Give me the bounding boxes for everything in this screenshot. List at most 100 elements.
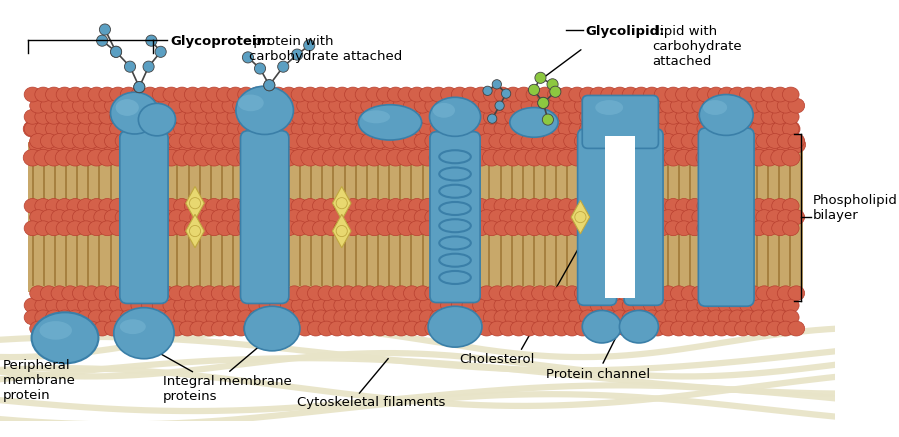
Ellipse shape [430,121,447,136]
Ellipse shape [99,298,116,313]
Circle shape [542,114,554,125]
Ellipse shape [589,149,608,166]
Ellipse shape [285,136,304,153]
Ellipse shape [142,87,158,102]
Ellipse shape [729,221,745,236]
Ellipse shape [30,98,47,113]
Ellipse shape [574,136,592,153]
Ellipse shape [120,198,137,213]
Ellipse shape [558,87,574,102]
Circle shape [529,84,539,95]
Ellipse shape [729,109,745,124]
Ellipse shape [46,310,62,325]
Circle shape [190,225,200,236]
Ellipse shape [167,136,186,153]
Ellipse shape [778,286,794,301]
Ellipse shape [350,286,367,301]
Ellipse shape [579,121,597,137]
Ellipse shape [622,121,639,136]
Ellipse shape [275,286,292,301]
Ellipse shape [244,321,260,336]
Ellipse shape [264,134,281,149]
Ellipse shape [99,198,116,213]
Ellipse shape [409,221,425,236]
Ellipse shape [751,198,767,213]
Ellipse shape [462,121,478,136]
Ellipse shape [217,87,233,102]
Ellipse shape [200,286,218,301]
Ellipse shape [152,298,169,313]
Ellipse shape [302,310,318,325]
Ellipse shape [24,87,40,102]
Ellipse shape [674,121,693,137]
Ellipse shape [547,298,565,313]
Ellipse shape [83,286,100,301]
Ellipse shape [30,210,47,225]
Ellipse shape [211,98,228,113]
Ellipse shape [536,121,555,137]
Ellipse shape [782,121,799,136]
Ellipse shape [782,298,799,313]
Ellipse shape [569,310,585,325]
Ellipse shape [547,109,565,124]
Ellipse shape [627,136,645,153]
Ellipse shape [403,136,421,153]
Ellipse shape [440,149,458,166]
Ellipse shape [713,134,730,149]
Ellipse shape [435,134,452,149]
Ellipse shape [526,109,543,124]
Ellipse shape [494,121,511,136]
Ellipse shape [734,98,752,113]
Ellipse shape [50,136,68,153]
Text: Protein channel: Protein channel [546,368,650,381]
Ellipse shape [558,109,574,124]
Ellipse shape [233,286,249,301]
Ellipse shape [644,87,660,102]
Ellipse shape [62,321,78,336]
Ellipse shape [414,210,431,225]
Ellipse shape [31,312,98,364]
Ellipse shape [430,198,447,213]
Ellipse shape [654,149,672,166]
Ellipse shape [739,121,757,137]
Ellipse shape [665,221,681,236]
Ellipse shape [51,210,67,225]
Ellipse shape [407,121,426,137]
Ellipse shape [376,121,394,137]
Ellipse shape [707,121,725,137]
Ellipse shape [152,109,169,124]
Text: Cytoskeletal filaments: Cytoskeletal filaments [298,396,446,409]
Ellipse shape [425,134,441,149]
Ellipse shape [222,286,238,301]
Circle shape [336,198,347,209]
Ellipse shape [88,109,105,124]
Ellipse shape [168,98,185,113]
Ellipse shape [606,136,624,153]
Ellipse shape [158,134,174,149]
Ellipse shape [419,87,436,102]
Ellipse shape [654,198,671,213]
Ellipse shape [590,109,607,124]
Ellipse shape [511,321,527,336]
Ellipse shape [190,321,207,336]
Ellipse shape [221,136,240,153]
Ellipse shape [515,310,532,325]
Circle shape [143,61,154,72]
Ellipse shape [558,310,574,325]
Ellipse shape [542,98,559,113]
Ellipse shape [697,121,714,136]
Ellipse shape [767,134,783,149]
Ellipse shape [162,121,181,137]
Ellipse shape [494,310,511,325]
Ellipse shape [77,298,94,313]
Ellipse shape [718,109,735,124]
Ellipse shape [542,286,559,301]
Ellipse shape [553,286,570,301]
Ellipse shape [40,321,58,336]
Ellipse shape [664,121,682,137]
Ellipse shape [253,136,271,153]
Ellipse shape [595,136,613,153]
Ellipse shape [451,87,468,102]
Ellipse shape [275,134,292,149]
Ellipse shape [461,121,480,137]
